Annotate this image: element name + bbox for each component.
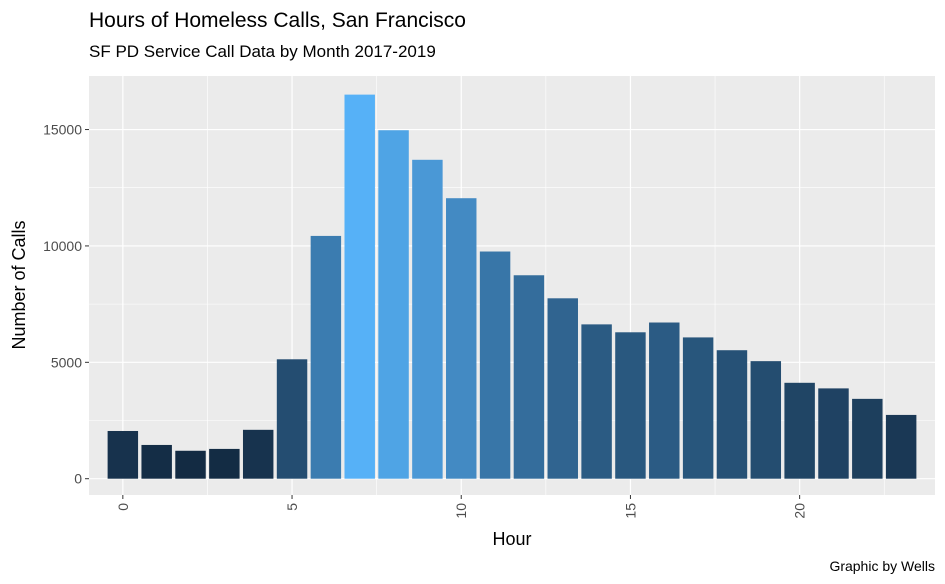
bar-hour-20	[784, 382, 815, 479]
bar-hour-18	[716, 350, 748, 479]
bar-hour-21	[818, 388, 849, 479]
bar-hour-11	[479, 251, 511, 479]
bar-hour-15	[615, 332, 646, 479]
bar-hour-4	[242, 429, 274, 479]
bar-hour-7	[344, 94, 375, 479]
bar-hour-17	[682, 337, 714, 479]
chart-title: Hours of Homeless Calls, San Francisco	[89, 9, 466, 32]
bar-hour-23	[885, 414, 917, 479]
bars	[107, 94, 917, 479]
bar-hour-1	[141, 444, 172, 479]
bar-hour-5	[276, 359, 308, 479]
y-tick-label: 15000	[43, 122, 82, 138]
bar-hour-22	[852, 398, 883, 479]
bar-hour-0	[107, 430, 139, 479]
y-tick-label: 5000	[51, 354, 82, 370]
bar-hour-16	[649, 322, 680, 479]
bar-hour-19	[750, 361, 782, 479]
x-tick-label: 10	[453, 503, 469, 519]
y-axis: 0 5000 10000 15000	[43, 122, 89, 487]
x-tick-label: 5	[284, 503, 300, 511]
bar-hour-6	[310, 235, 342, 479]
bar-hour-9	[412, 159, 443, 479]
bar-hour-3	[209, 448, 240, 479]
chart-subtitle: SF PD Service Call Data by Month 2017-20…	[89, 42, 436, 61]
x-tick-label: 20	[792, 503, 808, 519]
x-axis-title: Hour	[492, 529, 531, 549]
bar-hour-10	[446, 198, 477, 479]
chart-caption: Graphic by Wells	[829, 558, 935, 574]
bar-hour-12	[513, 275, 545, 479]
y-tick-label: 0	[74, 471, 82, 487]
x-tick-label: 0	[115, 503, 131, 511]
bar-hour-13	[547, 298, 578, 479]
y-tick-label: 10000	[43, 238, 82, 254]
x-axis: 0 5 10 15 20	[115, 495, 808, 519]
x-tick-label: 15	[622, 503, 638, 519]
y-axis-title: Number of Calls	[9, 220, 29, 349]
bar-hour-8	[378, 130, 409, 479]
bar-hour-14	[581, 324, 612, 479]
bar-hour-2	[175, 450, 206, 479]
